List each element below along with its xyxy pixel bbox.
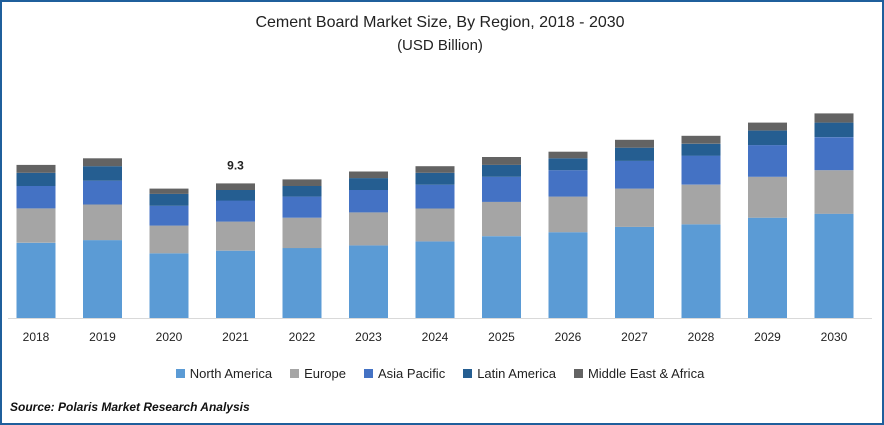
bar-segment-north-america-2027 — [615, 226, 654, 318]
bar-segment-asia-pacific-2022 — [282, 196, 322, 218]
legend-swatch-latin-america — [463, 369, 473, 378]
bar-segment-asia-pacific-2023 — [349, 190, 388, 213]
bar-segment-asia-pacific-2019 — [83, 180, 122, 205]
bar-segment-middle-east-africa-2028 — [681, 135, 721, 144]
bar-segment-europe-2022 — [282, 217, 322, 249]
bar-segment-north-america-2018 — [16, 242, 56, 318]
legend-swatch-europe — [290, 369, 300, 378]
x-tick-label-2020: 2020 — [156, 330, 183, 344]
bar-segment-latin-america-2023 — [349, 178, 388, 190]
legend-item-middle-east-africa: Middle East & Africa — [573, 366, 705, 381]
bar-segment-europe-2025 — [482, 201, 521, 237]
bar-segment-north-america-2026 — [548, 232, 588, 318]
bar-segment-asia-pacific-2029 — [748, 145, 787, 177]
bar-segment-latin-america-2019 — [83, 166, 122, 181]
x-tick-label-2026: 2026 — [555, 330, 582, 344]
bar-segment-europe-2028 — [681, 184, 721, 225]
bar-segment-north-america-2022 — [282, 248, 322, 318]
bar-segment-north-america-2030 — [814, 213, 854, 318]
legend-label-asia-pacific: Asia Pacific — [378, 366, 446, 381]
bar-segment-middle-east-africa-2018 — [16, 164, 56, 173]
x-tick-label-2022: 2022 — [289, 330, 316, 344]
bar-segment-europe-2018 — [16, 208, 56, 243]
chart-title: Cement Board Market Size, By Region, 201… — [255, 14, 625, 31]
x-tick-label-2030: 2030 — [821, 330, 848, 344]
bar-segment-north-america-2025 — [482, 236, 521, 318]
legend-item-north-america: North America — [175, 366, 273, 381]
bar-segment-middle-east-africa-2021 — [216, 183, 255, 190]
x-tick-label-2028: 2028 — [688, 330, 715, 344]
source-note: Source: Polaris Market Research Analysis — [10, 400, 250, 414]
bar-segment-latin-america-2024 — [415, 172, 455, 185]
x-tick-label-2027: 2027 — [621, 330, 648, 344]
bar-segment-asia-pacific-2025 — [482, 176, 521, 202]
bar-segment-latin-america-2018 — [16, 172, 56, 186]
legend-item-asia-pacific: Asia Pacific — [364, 366, 445, 381]
chart-legend: North America Europe Asia Pacific Latin Ame… — [0, 366, 880, 381]
bar-segment-asia-pacific-2027 — [615, 160, 654, 189]
data-label-2021: 9.3 — [227, 158, 244, 172]
bar-segment-latin-america-2030 — [814, 122, 854, 138]
bar-segment-middle-east-africa-2029 — [748, 122, 787, 131]
x-tick-label-2024: 2024 — [422, 330, 449, 344]
bar-segment-europe-2027 — [615, 188, 654, 227]
legend-swatch-middle-east-africa — [573, 369, 583, 378]
bar-segment-asia-pacific-2026 — [548, 170, 588, 197]
legend-label-north-america: North America — [189, 366, 273, 381]
bar-segment-europe-2029 — [748, 176, 787, 218]
bar-segment-latin-america-2021 — [216, 190, 255, 201]
bar-segment-asia-pacific-2024 — [415, 184, 455, 209]
bar-segment-middle-east-africa-2023 — [349, 171, 388, 179]
bar-segment-middle-east-africa-2024 — [415, 166, 455, 173]
bar-segment-middle-east-africa-2025 — [482, 157, 521, 165]
bar-segment-asia-pacific-2020 — [149, 205, 189, 226]
bar-segment-north-america-2028 — [681, 224, 721, 318]
bar-segment-europe-2024 — [415, 208, 455, 242]
bar-segment-north-america-2020 — [149, 253, 189, 318]
bar-segment-europe-2023 — [349, 212, 388, 246]
bar-segment-north-america-2021 — [216, 250, 255, 318]
bar-segment-latin-america-2026 — [548, 158, 588, 171]
legend-label-latin-america: Latin America — [477, 366, 556, 381]
bar-segment-europe-2021 — [216, 221, 255, 251]
bar-segment-asia-pacific-2018 — [16, 186, 56, 209]
bar-segment-middle-east-africa-2030 — [814, 113, 854, 123]
bar-segment-europe-2020 — [149, 225, 189, 254]
x-tick-label-2018: 2018 — [23, 330, 50, 344]
bar-segment-north-america-2023 — [349, 245, 388, 318]
legend-swatch-north-america — [175, 369, 185, 378]
legend-item-europe: Europe — [290, 366, 346, 381]
x-tick-label-2029: 2029 — [754, 330, 781, 344]
bar-segment-north-america-2019 — [83, 240, 122, 318]
bar-segment-asia-pacific-2028 — [681, 155, 721, 185]
bar-segment-latin-america-2022 — [282, 186, 322, 197]
bar-segment-middle-east-africa-2020 — [149, 188, 189, 194]
bar-segment-north-america-2029 — [748, 217, 787, 318]
bar-segment-middle-east-africa-2026 — [548, 151, 588, 159]
bar-segment-asia-pacific-2021 — [216, 200, 255, 222]
bar-segment-europe-2019 — [83, 204, 122, 241]
bar-segment-latin-america-2029 — [748, 130, 787, 146]
bar-segment-middle-east-africa-2022 — [282, 179, 322, 186]
bar-segment-europe-2030 — [814, 170, 854, 214]
legend-item-latin-america: Latin America — [463, 366, 556, 381]
x-tick-label-2019: 2019 — [89, 330, 116, 344]
bar-segment-europe-2026 — [548, 196, 588, 233]
bar-segment-north-america-2024 — [415, 241, 455, 318]
legend-label-europe: Europe — [304, 366, 346, 381]
x-tick-label-2023: 2023 — [355, 330, 382, 344]
legend-swatch-asia-pacific — [364, 369, 373, 378]
legend-label-middle-east-africa: Middle East & Africa — [587, 366, 705, 381]
bar-segment-middle-east-africa-2019 — [83, 158, 122, 167]
bar-segment-middle-east-africa-2027 — [615, 139, 654, 148]
bar-segment-latin-america-2027 — [615, 147, 654, 161]
bar-segment-latin-america-2028 — [681, 143, 721, 156]
bar-segment-latin-america-2025 — [482, 164, 521, 177]
bar-segment-latin-america-2020 — [149, 193, 189, 206]
bar-segment-asia-pacific-2030 — [814, 137, 854, 171]
x-tick-label-2025: 2025 — [488, 330, 515, 344]
x-tick-label-2021: 2021 — [222, 330, 249, 344]
chart-subtitle: (USD Billion) — [397, 37, 483, 54]
